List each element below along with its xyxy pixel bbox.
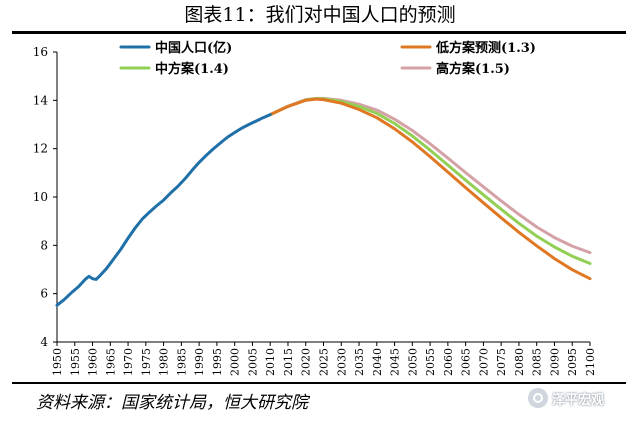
chart-axes (56, 52, 590, 343)
x-tick-label: 2030 (335, 348, 348, 376)
x-tick-label: 2055 (424, 348, 437, 376)
x-tick-label: 1960 (87, 348, 100, 376)
x-tick-label: 2075 (495, 348, 508, 376)
legend-label-low: 低方案预测(1.3) (435, 40, 536, 56)
y-tick-label: 16 (33, 45, 48, 59)
x-tick-label: 2080 (513, 348, 526, 376)
x-tick-label: 2090 (548, 348, 561, 376)
chart-legend: 中国人口(亿) 低方案预测(1.3) 中方案(1.4) 高方案(1.5) (119, 40, 536, 77)
x-tick-label: 2070 (477, 348, 490, 376)
title-rule (12, 31, 626, 34)
x-tick-label: 2020 (300, 348, 313, 376)
y-tick-label: 6 (40, 287, 48, 301)
y-tick-label: 10 (33, 190, 48, 204)
legend-label-mid: 中方案(1.4) (155, 61, 229, 77)
x-tick-label: 1975 (140, 348, 153, 376)
footer-rule (12, 382, 626, 384)
x-tick-label: 1990 (193, 348, 206, 376)
x-tick-label: 2060 (442, 348, 455, 376)
x-tick-label: 1980 (158, 348, 171, 376)
series-line-historical (55, 113, 272, 307)
x-tick-label: 2065 (460, 348, 473, 376)
x-tick-label: 2045 (389, 348, 402, 376)
wechat-channel-icon (528, 388, 548, 408)
x-tick-label: 2100 (584, 348, 597, 376)
watermark-text: 泽平宏观 (552, 392, 605, 408)
y-tick-label: 4 (40, 335, 48, 349)
x-tick-label: 2015 (282, 348, 295, 376)
line-chart: 4 6 8 10 12 14 16 1950 1955 1960 1965 1970 1975 1980 1… (33, 40, 597, 376)
x-tick-label: 1950 (51, 348, 64, 376)
x-tick-label: 2010 (264, 348, 277, 376)
x-tick-label: 1955 (69, 348, 82, 376)
x-tick-label: 1965 (104, 348, 117, 376)
x-tick-label: 1970 (122, 348, 135, 376)
y-tick-label: 14 (33, 93, 49, 107)
source-note: 资料来源：国家统计局，恒大研究院 (36, 393, 308, 413)
chart-title: 图表11：我们对中国人口的预测 (184, 4, 456, 26)
legend-label-historical: 中国人口(亿) (155, 40, 232, 56)
x-tick-label: 2095 (566, 348, 579, 376)
x-tick-label: 2085 (531, 348, 544, 376)
x-tick-label: 2050 (406, 348, 419, 376)
y-tick-label: 8 (40, 238, 48, 252)
x-tick-label: 1995 (211, 348, 224, 376)
chart-series (55, 96, 592, 307)
x-tick-label: 2005 (246, 348, 259, 376)
series-line-mid (268, 97, 592, 265)
x-tick-label: 2000 (229, 348, 242, 376)
x-tick-label: 2040 (371, 348, 384, 376)
chart-ticks: 4 6 8 10 12 14 16 1950 1955 1960 1965 1970 1975 1980 1… (33, 45, 597, 376)
legend-label-high: 高方案(1.5) (436, 61, 510, 77)
x-tick-label: 2025 (318, 348, 331, 376)
series-line-low (268, 97, 592, 281)
series-line-high (268, 96, 592, 255)
x-tick-label: 1985 (175, 348, 188, 376)
x-tick-label: 2035 (353, 348, 366, 376)
watermark: 泽平宏观 (528, 386, 604, 410)
y-tick-label: 12 (33, 142, 48, 156)
